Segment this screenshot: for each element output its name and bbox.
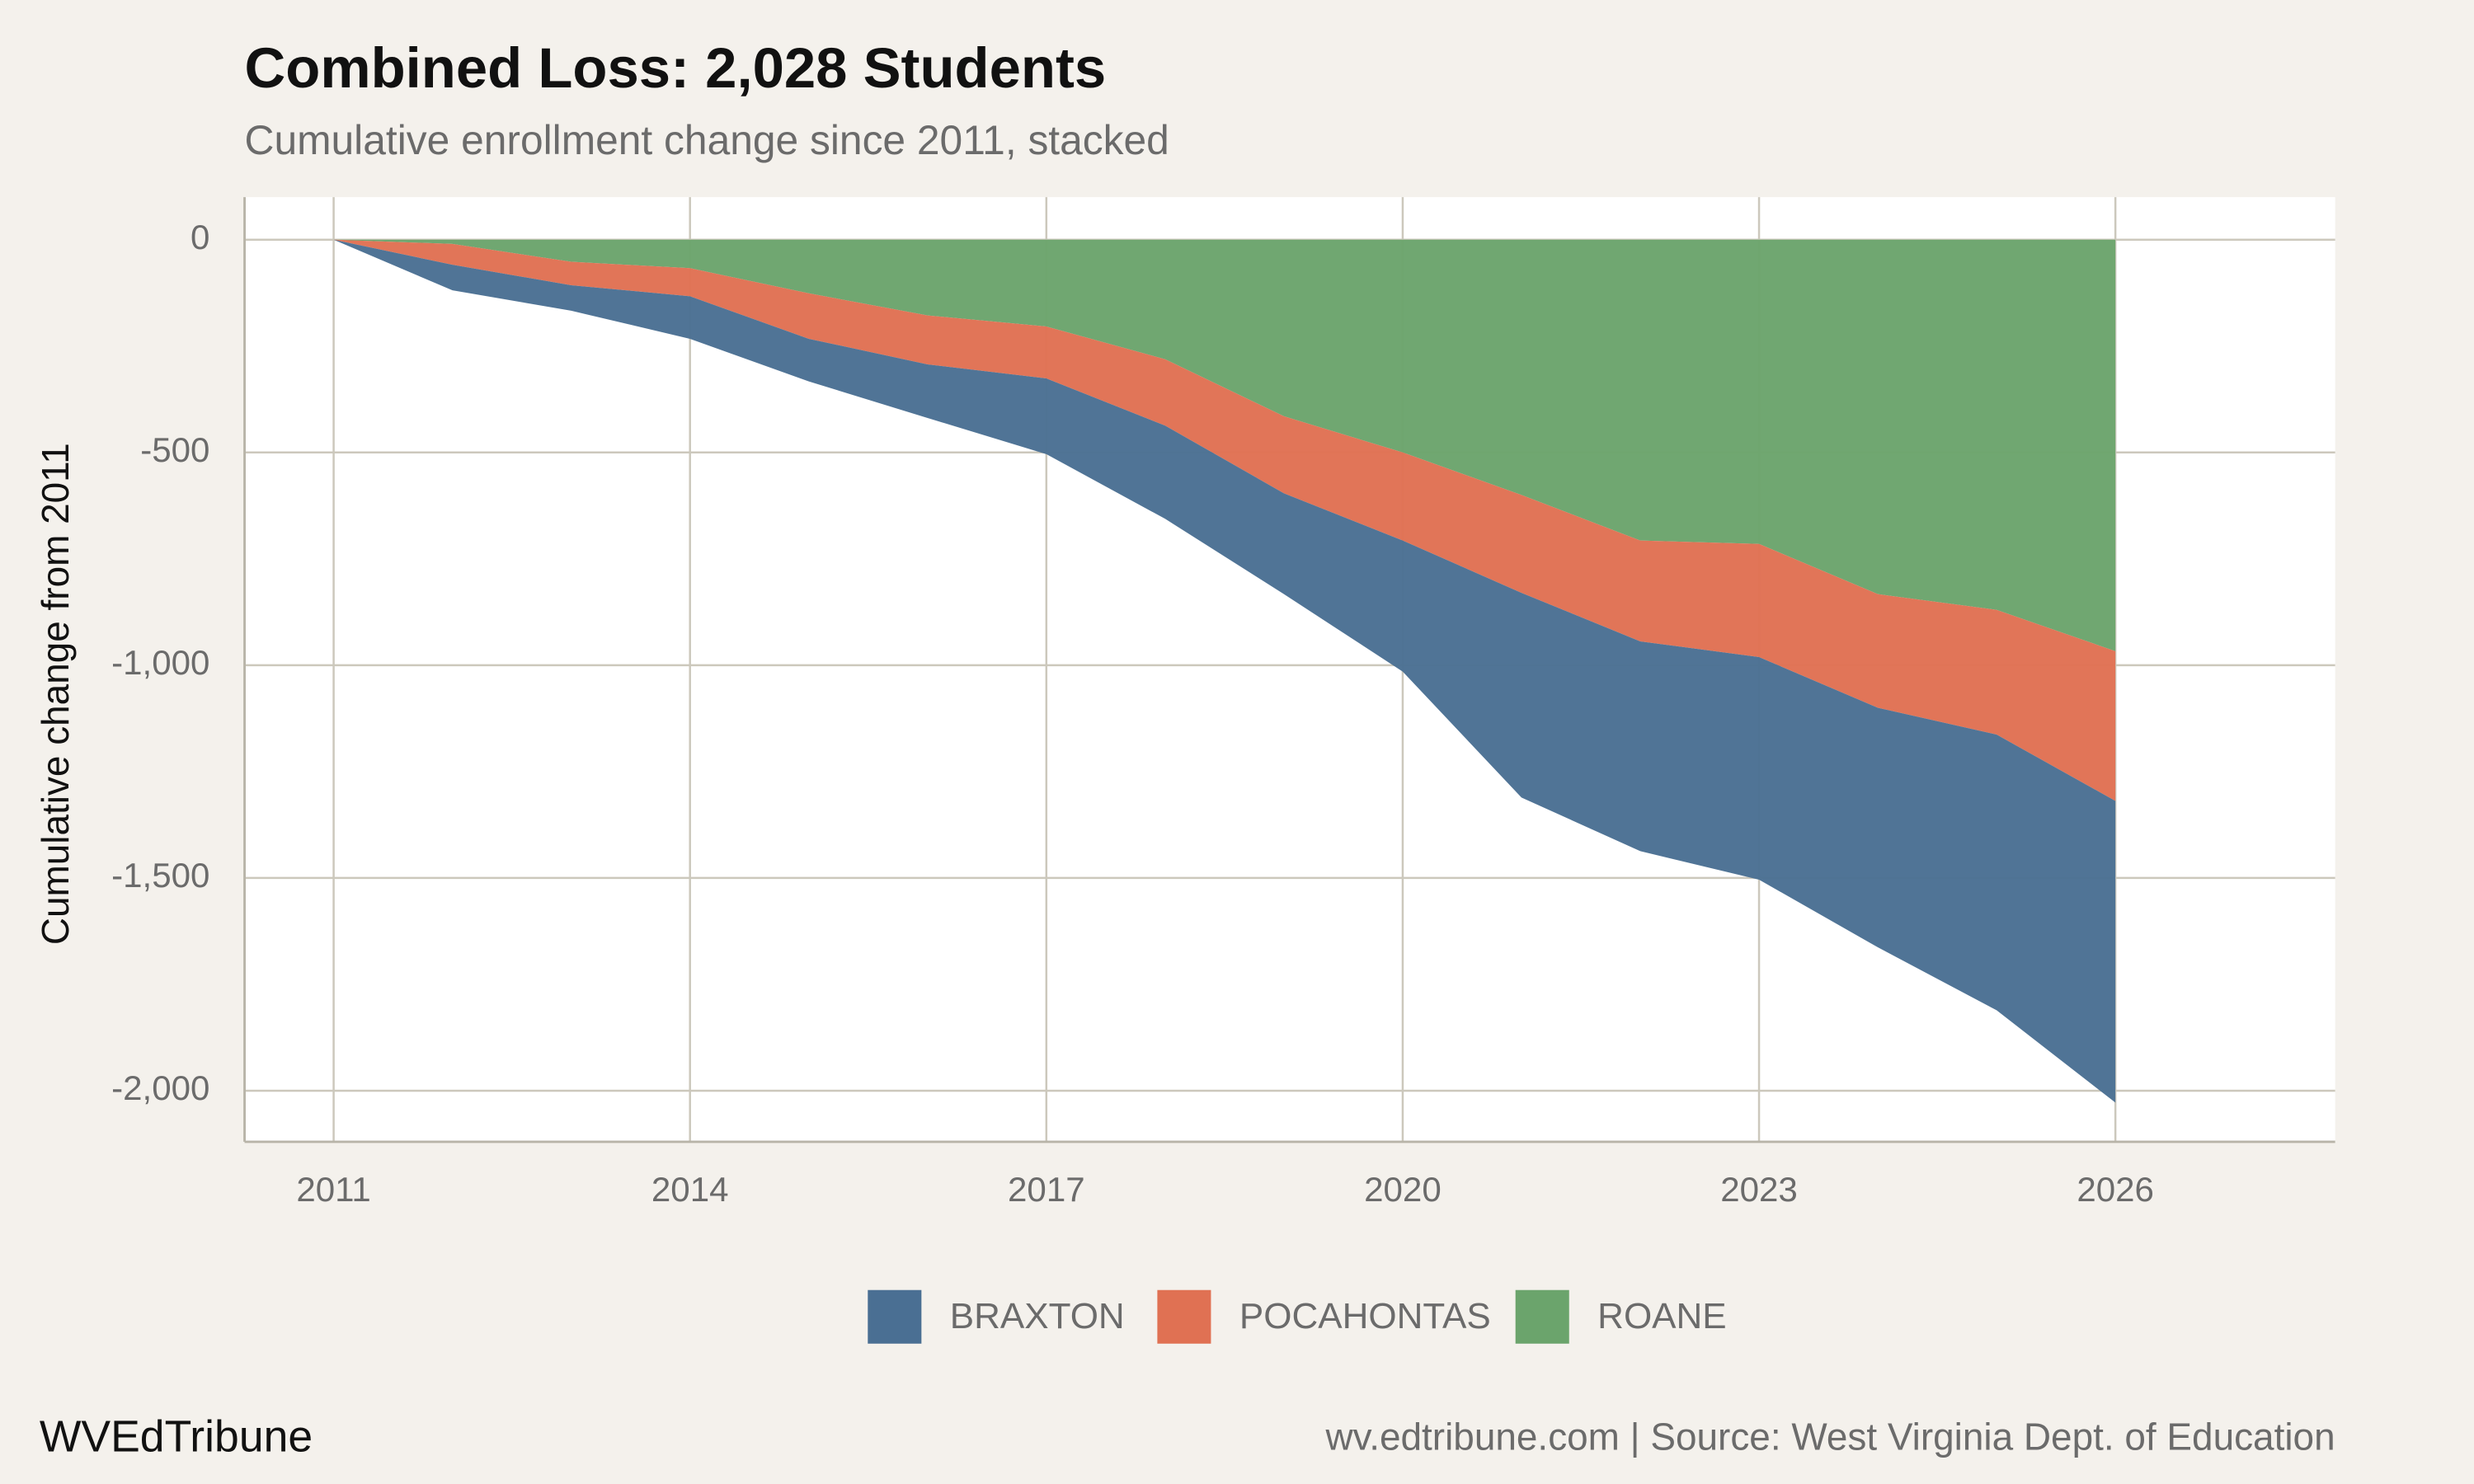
legend-label: ROANE: [1597, 1296, 1727, 1336]
chart-title: Combined Loss: 2,028 Students: [245, 36, 1107, 100]
legend-swatch: [1515, 1289, 1569, 1344]
legend-label: BRAXTON: [950, 1296, 1125, 1336]
area: [333, 239, 2116, 651]
x-tick-label: 2014: [651, 1170, 729, 1209]
legend-label: POCAHONTAS: [1239, 1296, 1491, 1336]
y-tick-label: -1,000: [111, 643, 209, 682]
source: wv.edtribune.com | Source: West Virginia…: [1325, 1416, 2335, 1458]
brand: WVEdTribune: [40, 1413, 313, 1462]
y-tick-label: -500: [140, 430, 209, 469]
legend-swatch: [868, 1289, 922, 1344]
x-tick-label: 2017: [1008, 1170, 1085, 1209]
x-tick-label: 2023: [1720, 1170, 1798, 1209]
x-tick-label: 2020: [1364, 1170, 1442, 1209]
x-tick-label: 2011: [296, 1170, 370, 1209]
y-tick-label: -1,500: [111, 856, 209, 895]
legend-swatch: [1157, 1289, 1211, 1344]
y-tick-label: -2,000: [111, 1068, 209, 1107]
y-tick-label: 0: [190, 218, 209, 256]
area: [333, 239, 2116, 1103]
x-tick-label: 2026: [2077, 1170, 2154, 1209]
chart-subtitle: Cumulative enrollment change since 2011,…: [245, 117, 1169, 163]
y-axis-label: Cumulative change from 2011: [34, 443, 77, 945]
